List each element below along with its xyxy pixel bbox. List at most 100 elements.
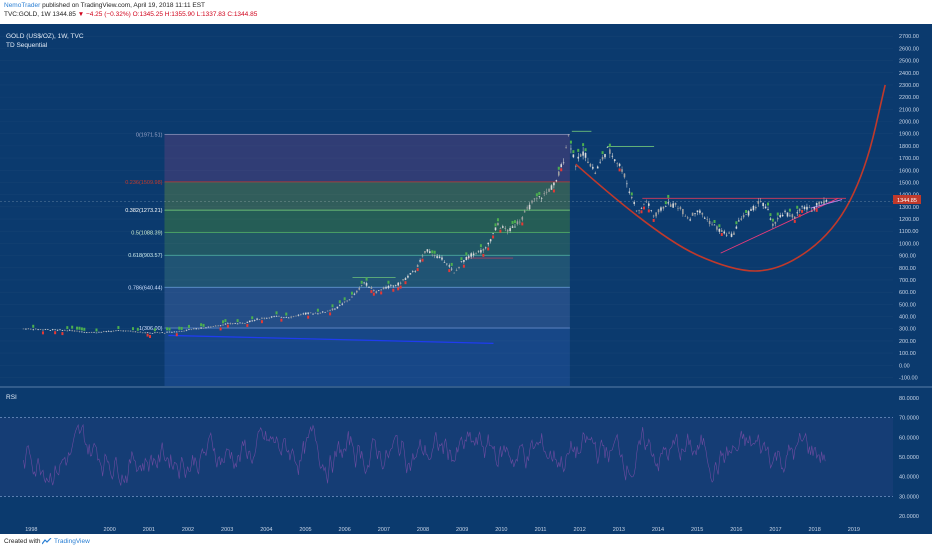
td-setup-mark xyxy=(788,208,791,212)
td-setup-mark xyxy=(178,326,181,330)
rsi-label: RSI xyxy=(6,394,17,401)
candle-body xyxy=(397,282,399,286)
candle-body xyxy=(453,272,455,274)
candle-body xyxy=(73,330,76,332)
candle-body xyxy=(105,331,108,332)
created-with: Created with TradingView xyxy=(4,538,90,545)
candle-body xyxy=(297,314,300,316)
td-count-mark xyxy=(397,287,400,291)
candle-body xyxy=(587,161,589,164)
candle-body xyxy=(450,268,453,270)
td-count-mark xyxy=(61,332,64,336)
candle-body xyxy=(643,203,645,205)
td-count-mark xyxy=(399,285,402,289)
td-setup-mark xyxy=(80,327,83,331)
rsi-tick-label: 40.0000 xyxy=(899,475,919,481)
candle-body xyxy=(283,317,285,319)
price-tick-label: 200.00 xyxy=(899,339,916,345)
candle-body xyxy=(178,331,181,332)
td-count-mark xyxy=(492,235,495,239)
candle-body xyxy=(356,290,358,293)
time-axis[interactable]: 1998 2000 2001 2002 2003 2004 2005 2006 2007 2008… xyxy=(0,524,932,534)
time-axis-bg xyxy=(0,524,932,534)
cup-projection[interactable] xyxy=(575,84,886,272)
price-tick-label: 700.00 xyxy=(899,278,916,284)
td-count-mark xyxy=(41,331,44,335)
candle-body xyxy=(723,231,726,234)
created-with-text: Created with xyxy=(4,538,41,546)
candle-body xyxy=(180,330,183,332)
candle-body xyxy=(183,330,185,332)
td-setup-mark xyxy=(365,277,368,281)
support-trendline xyxy=(168,334,494,344)
candle-body xyxy=(521,217,524,220)
td-setup-mark xyxy=(664,201,667,205)
candle-body xyxy=(684,215,687,217)
footer: Created with TradingView xyxy=(0,534,932,550)
tradingview-link[interactable]: TradingView xyxy=(54,538,90,546)
candle-body xyxy=(44,329,47,330)
candle-body xyxy=(672,203,674,208)
price-tick-label: 800.00 xyxy=(899,266,916,272)
td-count-mark xyxy=(219,327,222,331)
td-setup-mark xyxy=(572,150,575,154)
candle-body xyxy=(604,154,606,158)
fibonacci-retracement[interactable]: 0(1971.51) 0.236(1509.98) 0.382(1273.21) 0.… xyxy=(125,132,570,386)
rsi-pane[interactable]: 80.0000 70.0000 60.0000 50.0000 40.0000 30.00… xyxy=(0,388,932,524)
candle-body xyxy=(285,317,288,318)
chart-area[interactable]: 0(1971.51) 0.236(1509.98) 0.382(1273.21) 0.… xyxy=(0,24,932,534)
header: NemoTrader published on TradingView.com,… xyxy=(0,0,932,24)
candle-body xyxy=(149,332,151,334)
candle-body xyxy=(781,214,784,217)
td-count-mark xyxy=(392,288,395,292)
price-tick-label: 1700.00 xyxy=(899,156,919,162)
author-link[interactable]: NemoTrader xyxy=(4,2,41,9)
fib-zone xyxy=(164,232,570,256)
rsi-axis-bg xyxy=(893,388,932,524)
candle-body xyxy=(256,318,258,320)
time-tick-label: 2001 xyxy=(143,527,155,533)
fib-zone xyxy=(164,287,570,328)
td-setup-mark xyxy=(95,328,98,332)
td-setup-mark xyxy=(431,250,434,254)
candle-body xyxy=(472,253,475,256)
td-count-mark xyxy=(482,253,485,257)
time-tick-label: 2012 xyxy=(574,527,586,533)
candle-body xyxy=(207,326,210,328)
trendlines[interactable] xyxy=(0,130,893,344)
price-tick-label: 0.00 xyxy=(899,363,910,369)
candle-body xyxy=(227,323,229,324)
candle-body xyxy=(441,257,443,260)
candle-body xyxy=(329,310,331,311)
candle-body xyxy=(224,323,227,325)
td-setup-mark xyxy=(168,327,171,331)
chart-svg[interactable]: 0(1971.51) 0.236(1509.98) 0.382(1273.21) 0.… xyxy=(0,24,932,534)
candle-body xyxy=(300,314,302,315)
candle-body xyxy=(402,279,404,281)
candle-body xyxy=(577,156,580,159)
price-tick-label: 1600.00 xyxy=(899,168,919,174)
candle-body xyxy=(820,202,823,203)
candle-body xyxy=(735,226,738,229)
price-tick-label: 1000.00 xyxy=(899,241,919,247)
price-axis[interactable]: 2700.00 2600.00 2500.00 2400.00 2300.00 2200.… xyxy=(893,24,932,386)
candle-body xyxy=(613,159,616,162)
td-count-mark xyxy=(642,206,645,210)
candle-body xyxy=(477,250,480,252)
td-setup-mark xyxy=(608,143,611,147)
candle-body xyxy=(341,303,344,305)
candle-body xyxy=(784,210,786,212)
td-setup-mark xyxy=(180,326,183,330)
candle-body xyxy=(163,333,166,334)
candle-body xyxy=(222,324,224,326)
candle-body xyxy=(572,154,575,158)
candle-body xyxy=(528,204,531,210)
candle-body xyxy=(387,285,390,289)
candle-body xyxy=(460,261,463,262)
change-value: −4.25 (−0.32%) xyxy=(85,11,131,18)
candle-body xyxy=(137,331,139,333)
candle-body xyxy=(336,306,339,309)
candle-body xyxy=(205,327,207,329)
candle-body xyxy=(419,260,421,262)
td-count-mark xyxy=(618,168,621,172)
